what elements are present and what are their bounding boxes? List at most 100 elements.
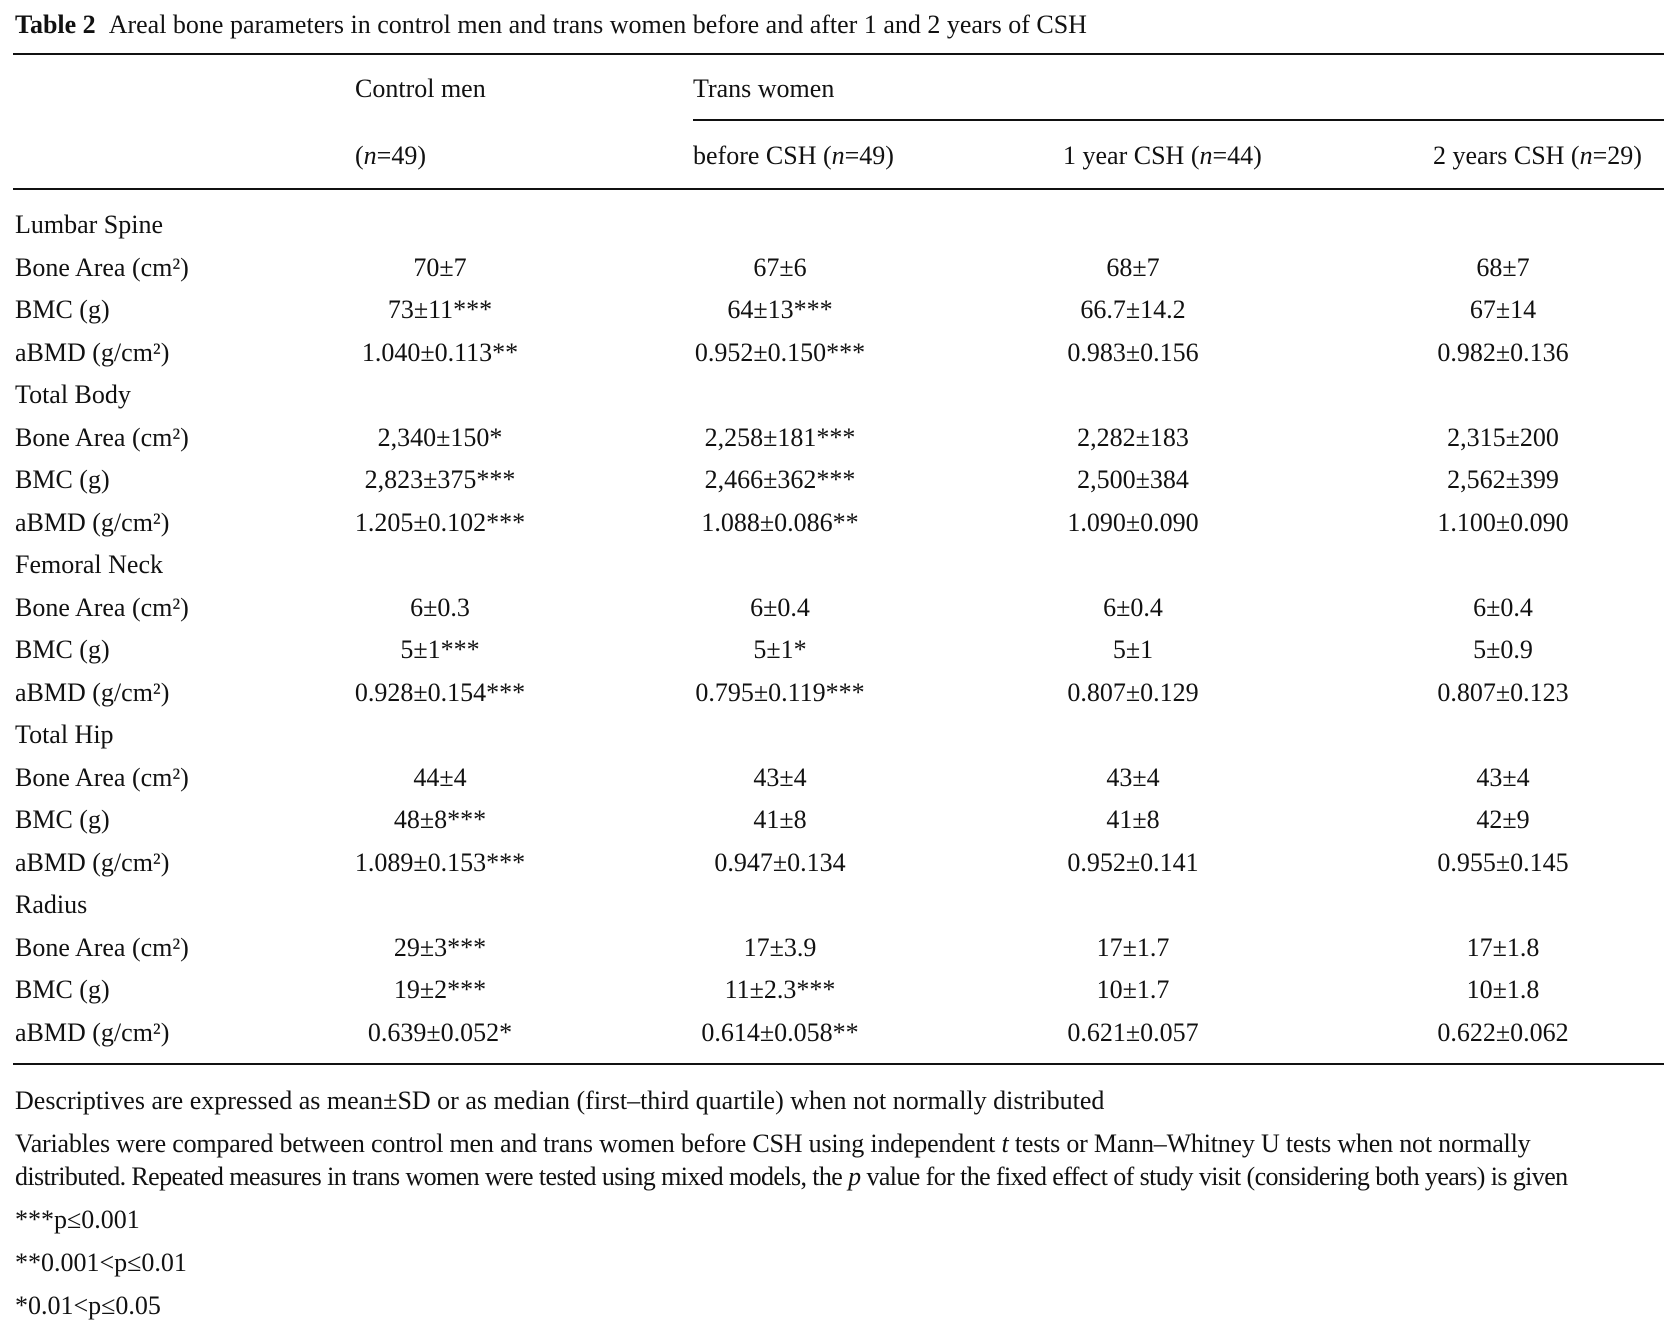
text: value for the fixed effect of study visi…	[860, 1162, 1568, 1191]
table-cell: 2,258±181***	[704, 422, 856, 452]
text: p	[848, 1162, 861, 1191]
row-label: aBMD (g/cm²)	[15, 507, 170, 537]
table-cell: 0.983±0.156	[1067, 337, 1199, 367]
column-header-0: (n=49)	[355, 143, 426, 169]
table-cell: 44±4	[413, 762, 467, 792]
table-cell: 6±0.4	[750, 592, 810, 622]
table-cell: 0.621±0.057	[1067, 1017, 1199, 1047]
column-header-3: 2 years CSH (n=29)	[1433, 143, 1642, 169]
table-cell: 68±7	[1106, 252, 1160, 282]
table-label: Table 2	[15, 10, 96, 39]
table-cell: 2,500±384	[1077, 465, 1189, 494]
section-title: Radius	[15, 890, 88, 919]
text: tests or Mann–Whitney U tests when not n…	[1008, 1129, 1531, 1158]
table-title: Areal bone parameters in control men and…	[108, 10, 1087, 39]
table-cell: 0.807±0.123	[1437, 677, 1569, 707]
table-cell: 10±1.8	[1466, 975, 1540, 1004]
section-title: Total Body	[15, 380, 131, 409]
table-cell: 0.955±0.145	[1437, 847, 1569, 877]
table-cell: 1.040±0.113**	[361, 337, 519, 367]
row-label: aBMD (g/cm²)	[15, 677, 170, 707]
table-cell: 17±1.8	[1466, 932, 1540, 962]
table-cell: 5±1*	[753, 635, 807, 664]
table-cell: 0.614±0.058**	[701, 1017, 859, 1047]
table-cell: 5±0.9	[1473, 635, 1533, 664]
text: 1 year CSH (	[1063, 141, 1200, 170]
table-cell: 73±11***	[387, 295, 493, 324]
table-cell: 43±4	[1476, 762, 1530, 792]
table-cell: 42±9	[1476, 805, 1530, 834]
header-trans-women: Trans women	[693, 74, 835, 103]
row-label: aBMD (g/cm²)	[15, 1017, 170, 1047]
table-cell: 11±2.3***	[724, 975, 836, 1004]
table-cell: 41±8	[753, 805, 807, 834]
table-cell: 1.100±0.090	[1437, 507, 1569, 537]
header-control-men: Control men	[355, 74, 486, 103]
table-cell: 0.982±0.136	[1437, 337, 1569, 367]
table-cell: 68±7	[1476, 252, 1530, 282]
table-cell: 2,282±183	[1077, 422, 1189, 452]
table-cell: 70±7	[413, 252, 467, 282]
text: before CSH (	[693, 141, 832, 170]
text: =49)	[844, 141, 894, 170]
header-rule	[13, 188, 1664, 190]
text: =44)	[1212, 141, 1262, 170]
table-cell: 0.795±0.119***	[695, 677, 865, 707]
section-title: Femoral Neck	[15, 550, 164, 579]
table-cell: 0.639±0.052*	[367, 1017, 513, 1047]
table-cell: 19±2***	[393, 975, 487, 1004]
table-cell: 6±0.3	[410, 592, 470, 622]
table-cell: 67±6	[753, 252, 807, 282]
trans-women-rule	[693, 119, 1664, 121]
column-header-2: 1 year CSH (n=44)	[1063, 143, 1262, 169]
row-label: Bone Area (cm²)	[15, 252, 189, 282]
table-caption: Table 2 Areal bone parameters in control…	[15, 12, 1087, 38]
table-cell: 17±1.7	[1096, 932, 1170, 962]
text: n	[831, 141, 845, 170]
table-cell: 2,466±362***	[704, 465, 856, 494]
text: t	[1001, 1129, 1009, 1158]
footnote-sig-001: ***p≤0.001	[15, 1205, 140, 1234]
footnote-sig-05: *0.01<p≤0.05	[15, 1291, 161, 1320]
text: =49)	[376, 141, 426, 170]
row-label: BMC (g)	[15, 975, 110, 1004]
table-cell: 43±4	[753, 762, 807, 792]
table-cell: 0.952±0.141	[1067, 847, 1199, 877]
footnote-sig-01: **0.001<p≤0.01	[15, 1248, 187, 1277]
column-header-1: before CSH (n=49)	[693, 143, 894, 169]
table-cell: 64±13***	[727, 295, 833, 324]
table-cell: 2,315±200	[1447, 422, 1559, 452]
row-label: BMC (g)	[15, 465, 110, 494]
row-label: BMC (g)	[15, 635, 110, 664]
table-cell: 5±1***	[400, 635, 480, 664]
top-rule	[13, 53, 1664, 55]
text: (	[355, 141, 364, 170]
table-cell: 10±1.7	[1096, 975, 1170, 1004]
text: 2 years CSH (	[1433, 141, 1580, 170]
table-cell: 66.7±14.2	[1080, 295, 1186, 324]
table-cell: 0.928±0.154***	[354, 677, 526, 707]
table-cell: 29±3***	[393, 932, 487, 962]
bottom-rule	[13, 1063, 1664, 1065]
text: n	[1199, 141, 1213, 170]
table-cell: 2,340±150*	[377, 422, 503, 452]
row-label: Bone Area (cm²)	[15, 592, 189, 622]
row-label: aBMD (g/cm²)	[15, 337, 170, 367]
table-cell: 1.090±0.090	[1067, 507, 1199, 537]
table-cell: 1.205±0.102***	[354, 507, 526, 537]
row-label: aBMD (g/cm²)	[15, 847, 170, 877]
footnote-descriptives: Descriptives are expressed as mean±SD or…	[15, 1086, 1105, 1115]
footnote-methods-line2: distributed. Repeated measures in trans …	[15, 1164, 1568, 1190]
table-cell: 0.807±0.129	[1067, 677, 1199, 707]
text: distributed. Repeated measures in trans …	[15, 1162, 849, 1191]
table-cell: 67±14	[1469, 295, 1537, 324]
table-cell: 6±0.4	[1103, 592, 1163, 622]
table-cell: 0.622±0.062	[1437, 1017, 1569, 1047]
row-label: Bone Area (cm²)	[15, 762, 189, 792]
table-cell: 17±3.9	[743, 932, 817, 962]
table-cell: 48±8***	[393, 805, 487, 834]
text: =29)	[1592, 141, 1642, 170]
table-cell: 0.952±0.150***	[694, 337, 866, 367]
table-cell: 2,823±375***	[364, 465, 516, 494]
table-cell: 0.947±0.134	[714, 847, 846, 877]
